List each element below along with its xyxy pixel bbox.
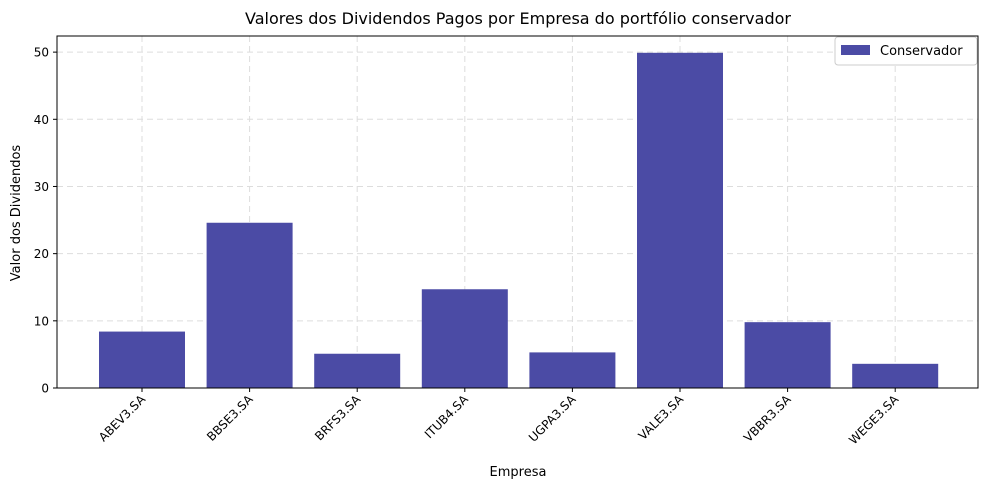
y-tick-label: 10 bbox=[34, 314, 49, 328]
y-axis-label: Valor dos Dividendos bbox=[9, 145, 24, 282]
y-tick-label: 50 bbox=[34, 46, 49, 60]
x-tick-label: BBSE3.SA bbox=[204, 392, 256, 444]
y-tick-label: 30 bbox=[34, 180, 49, 194]
chart-title: Valores dos Dividendos Pagos por Empresa… bbox=[245, 9, 791, 28]
bar-wege3-sa bbox=[852, 363, 939, 388]
legend-label: Conservador bbox=[880, 44, 963, 59]
bar-ugpa3-sa bbox=[529, 352, 616, 388]
legend-swatch bbox=[841, 45, 870, 55]
bar-brfs3-sa bbox=[314, 353, 401, 388]
y-tick-label: 20 bbox=[34, 247, 49, 261]
bar-bbse3-sa bbox=[206, 222, 293, 388]
x-tick-label: VALE3.SA bbox=[636, 392, 687, 443]
bar-vale3-sa bbox=[637, 52, 723, 389]
bars bbox=[99, 52, 939, 389]
bar-abev3-sa bbox=[99, 331, 185, 388]
x-tick-label: BRFS3.SA bbox=[312, 392, 364, 444]
y-tick-label: 0 bbox=[41, 382, 49, 396]
plot-frame bbox=[56, 35, 979, 389]
grid-lines bbox=[57, 36, 978, 389]
x-axis-label: Empresa bbox=[490, 465, 547, 480]
x-tick-label: UGPA3.SA bbox=[526, 392, 579, 445]
x-tick-label: ITUB4.SA bbox=[422, 392, 472, 442]
bar-vbbr3-sa bbox=[744, 322, 831, 388]
x-tick-label: WEGE3.SA bbox=[846, 392, 902, 448]
legend-box bbox=[834, 36, 978, 66]
x-tick-label: VBBR3.SA bbox=[741, 392, 794, 445]
x-tick-label: ABEV3.SA bbox=[96, 392, 149, 445]
legend: Conservador bbox=[834, 36, 978, 66]
y-tick-label: 40 bbox=[34, 113, 49, 127]
y-axis-ticks: 0 10 20 30 40 50 bbox=[34, 46, 57, 396]
bar-itub4-sa bbox=[421, 289, 508, 388]
x-axis-ticks: ABEV3.SA BBSE3.SA BRFS3.SA ITUB4.SA UGPA3.SA… bbox=[96, 388, 902, 447]
